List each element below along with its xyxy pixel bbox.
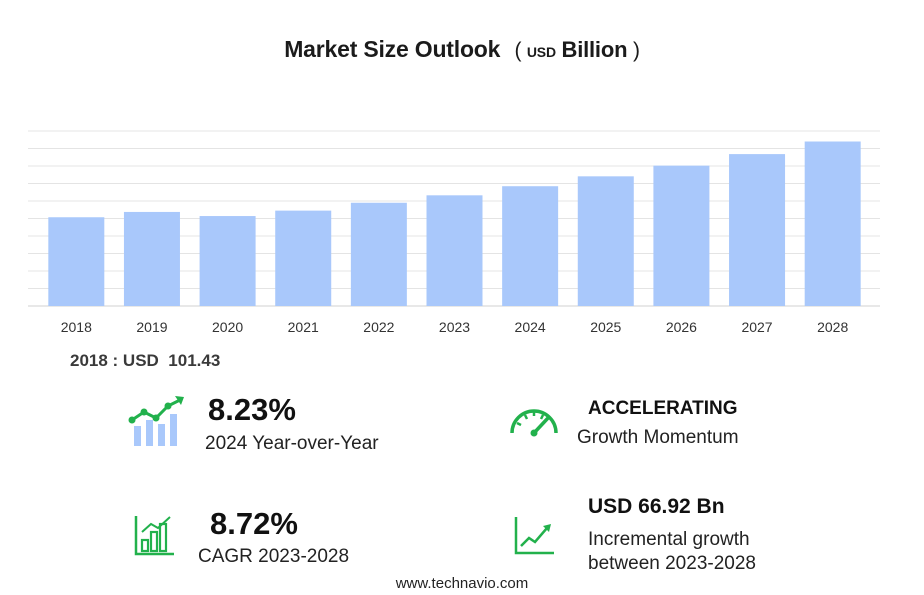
chart-title-main: Market Size Outlook: [284, 36, 501, 62]
bar-2028: [804, 141, 861, 306]
bar-2021: [275, 210, 332, 306]
bar-2020: [199, 216, 256, 306]
yoy-label-wrap: 2024 Year-over-Year: [205, 433, 379, 455]
bar-chart: 2018 2019 2020 2021 2022 2023 2024 2025 2026 2027…: [28, 130, 880, 335]
momentum-label: Growth Momentum: [577, 427, 739, 448]
trend-line-icon: [514, 517, 554, 555]
momentum-value: ACCELERATING: [588, 398, 738, 419]
unit-currency: USD: [526, 44, 556, 60]
bar-2023: [426, 195, 483, 306]
x-tick-label: 2024: [515, 319, 546, 335]
yoy-label: 2024 Year-over-Year: [205, 433, 379, 454]
base-year-number: 101.43: [168, 351, 221, 370]
x-tick-label: 2026: [666, 319, 697, 335]
momentum-stat: ACCELERATING: [588, 398, 738, 420]
yoy-value: 8.23%: [208, 392, 296, 427]
incremental-label-line1: Incremental growth: [588, 529, 750, 550]
x-tick-label: 2025: [590, 319, 621, 335]
x-tick-label: 2019: [136, 319, 167, 335]
momentum-label-wrap: Growth Momentum: [577, 427, 739, 449]
incremental-value: USD 66.92 Bn: [588, 495, 725, 518]
unit-scale: Billion: [561, 37, 628, 62]
bar-2022: [350, 202, 407, 306]
incremental-label-line2: between 2023-2028: [588, 553, 756, 574]
footer-url: www.technavio.com: [395, 575, 529, 592]
unit-open-paren: (: [514, 39, 522, 62]
base-year-value: 2018 : USD 101.43: [70, 351, 220, 371]
cagr-label-wrap: CAGR 2023-2028: [198, 546, 349, 568]
chart-title: Market Size Outlook ( USD Billion ): [0, 36, 924, 63]
x-tick-label: 2028: [817, 319, 848, 335]
yoy-stat: 8.23%: [208, 392, 296, 428]
incremental-stat: USD 66.92 Bn: [588, 495, 725, 519]
x-tick-label: 2022: [363, 319, 394, 335]
base-year-label: 2018 : USD: [70, 351, 159, 370]
chart-title-unit: ( USD Billion ): [514, 37, 640, 62]
growth-chart-icon: [128, 396, 184, 446]
bar-2024: [502, 186, 559, 306]
bar-2027: [729, 154, 786, 306]
bar-2019: [123, 211, 180, 306]
incremental-label-wrap: Incremental growth between 2023-2028: [588, 528, 756, 576]
speedometer-icon: [510, 409, 558, 437]
bar-chart-icon: [134, 516, 174, 556]
x-tick-label: 2027: [741, 319, 772, 335]
unit-close-paren: ): [632, 39, 640, 62]
x-tick-label: 2018: [61, 319, 92, 335]
bar-2025: [577, 176, 634, 306]
x-tick-label: 2023: [439, 319, 470, 335]
cagr-value: 8.72%: [210, 506, 298, 541]
bar-2026: [653, 165, 710, 306]
x-tick-label: 2021: [288, 319, 319, 335]
x-tick-label: 2020: [212, 319, 243, 335]
cagr-label: CAGR 2023-2028: [198, 546, 350, 567]
cagr-stat: 8.72%: [210, 506, 298, 542]
bar-2018: [48, 217, 105, 306]
